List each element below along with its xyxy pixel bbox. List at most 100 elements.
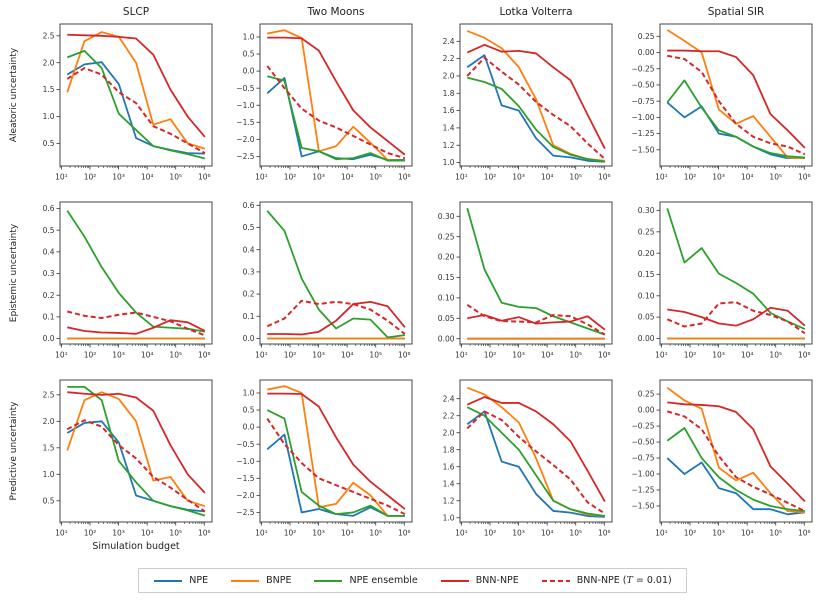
series-line-bnn-npe	[67, 391, 206, 494]
y-tick-label: 1.0	[443, 158, 455, 167]
series-line-bnn-npe	[267, 392, 406, 510]
y-tick-label: −0.50	[632, 81, 655, 90]
subplot-two-moons-aleatoric: Two Moons −2.5 −2.0 −1.5 −1.0 −0.5 0.0 0.5 1.0 10…	[236, 6, 413, 182]
y-tick-label: 0.5	[243, 406, 255, 415]
x-tick-label: 10⁴	[741, 173, 754, 182]
subplot-spatial-sir-epistemic: 0.00 0.05 0.10 0.15 0.20 0.25 0.30 10¹ 10² 10³ 10⁴…	[638, 201, 813, 360]
series-line-npe-ensemble	[666, 79, 805, 159]
y-tick-label: 0.30	[638, 206, 655, 215]
y-tick-label: 1.4	[443, 124, 455, 133]
y-tick-label: −1.25	[632, 486, 655, 495]
x-tick-label: 10¹	[55, 529, 68, 538]
x-tick-label: 10²	[284, 529, 297, 538]
subplot-spatial-sir-predictive: −1.50 −1.25 −1.00 −0.75 −0.50 −0.25 0.00 0.25 10…	[632, 379, 813, 538]
y-tick-label: 1.0	[43, 112, 55, 121]
series-line-npe-ensemble	[66, 210, 206, 333]
y-tick-label: 1.5	[43, 443, 55, 452]
x-tick-label: 10³	[312, 529, 325, 538]
series-line-bnpe	[267, 385, 405, 517]
series-line-bnn-npe-t-0-01	[666, 301, 806, 335]
y-tick-label: −1.00	[632, 470, 655, 479]
x-tick-label: 10³	[112, 173, 125, 182]
x-tick-label: 10¹	[55, 173, 68, 182]
x-tick-label: 10¹	[455, 351, 468, 360]
subplot-lotka-volterra-aleatoric: Lotka Volterra 1.0 1.2 1.4 1.6 1.8 2.0 2.2 2.4 10…	[443, 6, 613, 182]
y-tick-label: 1.4	[443, 479, 455, 488]
series-line-npe-ensemble	[267, 75, 405, 162]
x-tick-label: 10³	[112, 351, 125, 360]
x-tick-label: 10¹	[655, 173, 668, 182]
y-tick-label: 0.00	[638, 334, 655, 343]
y-tick-label: 0.4	[43, 247, 55, 256]
x-tick-label: 10⁴	[141, 351, 154, 360]
x-tick-label: 10⁶	[598, 351, 611, 360]
subplot-title: Lotka Volterra	[499, 6, 572, 18]
series-line-npe-ensemble	[666, 427, 805, 513]
x-tick-label: 10²	[84, 351, 97, 360]
y-tick-label: 0.0	[243, 423, 255, 432]
legend-item-bnpe: BNPE	[230, 575, 291, 586]
x-tick-label: 10⁶	[198, 173, 211, 182]
x-tick-label: 10⁴	[341, 173, 354, 182]
x-tick-label: 10⁴	[541, 351, 554, 360]
y-tick-label: 1.0	[243, 389, 255, 398]
x-tick-label: 10²	[684, 529, 697, 538]
legend-item-bnn-npe: BNN-NPE	[440, 575, 519, 586]
series-line-bnn-npe	[667, 401, 806, 503]
y-tick-label: 2.4	[443, 37, 455, 46]
legend-item-npe-ensemble: NPE ensemble	[313, 575, 418, 586]
x-tick-label: 10⁶	[198, 351, 211, 360]
y-tick-label: 0.0	[43, 334, 55, 343]
y-tick-label: 0.0	[243, 334, 255, 343]
subplot-spatial-sir-aleatoric: Spatial SIR −1.50 −1.25 −1.00 −0.75 −0.50 −0.2…	[632, 6, 813, 182]
x-tick-label: 10¹	[55, 351, 68, 360]
x-tick-label: 10³	[312, 351, 325, 360]
x-tick-label: 10⁴	[741, 351, 754, 360]
y-axis-label: Epistemic uncertainty	[9, 223, 19, 322]
series-line-npe-ensemble	[466, 207, 606, 336]
y-tick-label: 0.25	[638, 390, 655, 399]
y-tick-label: 1.0	[43, 470, 55, 479]
subplot-two-moons-epistemic: 0.0 0.1 0.2 0.3 0.4 0.5 0.6 10¹ 10² 10³ 10⁴ 10⁵ 10⁶	[243, 201, 413, 360]
series-line-bnn-npe-t-0-01	[266, 65, 406, 160]
x-tick-label: 10⁶	[398, 173, 411, 182]
y-tick-label: 0.5	[243, 223, 255, 232]
y-tick-label: 0.05	[438, 314, 455, 323]
x-tick-label: 10⁵	[169, 351, 182, 360]
y-tick-label: 1.5	[43, 85, 55, 94]
subplot-title: SLCP	[123, 6, 149, 18]
y-tick-label: 2.0	[443, 72, 455, 81]
y-tick-label: 0.5	[43, 226, 55, 235]
legend-item-npe: NPE	[153, 575, 208, 586]
x-tick-label: 10¹	[255, 351, 268, 360]
series-line-bnn-npe-t-0-01	[66, 419, 206, 513]
y-tick-label: 2.5	[43, 390, 55, 399]
series-line-bnn-npe	[466, 396, 606, 503]
series-line-bnn-npe-t-0-01	[266, 418, 406, 516]
x-tick-label: 10¹	[255, 529, 268, 538]
y-tick-label: 2.0	[43, 417, 55, 426]
y-tick-label: 0.1	[43, 313, 55, 322]
y-tick-label: 0.00	[638, 406, 655, 415]
subplot-title: Two Moons	[306, 6, 364, 18]
y-tick-label: 0.20	[438, 253, 455, 262]
y-tick-label: −0.25	[632, 64, 655, 73]
y-tick-label: −1.0	[236, 457, 254, 466]
y-tick-label: 0.05	[638, 313, 655, 322]
x-tick-label: 10³	[512, 173, 525, 182]
y-tick-label: 0.2	[243, 290, 255, 299]
x-tick-label: 10²	[284, 173, 297, 182]
y-tick-label: 0.10	[638, 291, 655, 300]
x-tick-label: 10⁵	[569, 529, 582, 538]
series-line-bnn-npe	[466, 43, 606, 150]
legend-swatch-bnpe	[231, 579, 260, 582]
x-tick-label: 10²	[484, 173, 497, 182]
x-tick-label: 10²	[684, 173, 697, 182]
y-tick-label: 0.6	[43, 204, 55, 213]
series-line-bnn-npe	[667, 49, 806, 149]
y-tick-label: −0.5	[236, 84, 254, 93]
x-tick-label: 10⁴	[541, 173, 554, 182]
y-tick-label: 0.20	[638, 249, 655, 258]
x-tick-label: 10³	[712, 529, 725, 538]
